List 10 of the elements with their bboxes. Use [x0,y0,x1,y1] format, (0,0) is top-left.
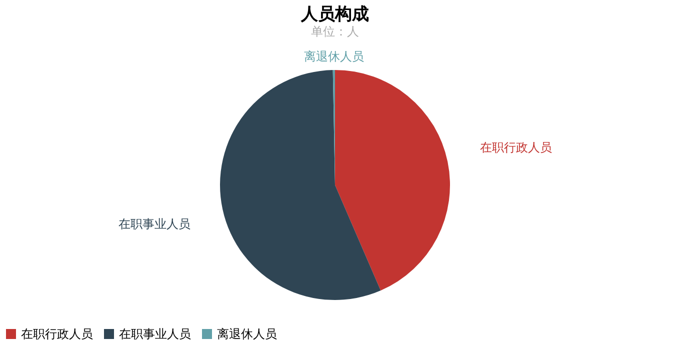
legend-label: 在职事业人员 [119,327,191,341]
chart-subtitle: 单位：人 [311,24,359,38]
legend-label: 离退休人员 [217,327,277,341]
legend-label: 在职行政人员 [21,327,93,341]
slice-label: 在职事业人员 [118,217,191,232]
chart-title: 人员构成 [300,4,369,24]
pie-slice [220,70,381,300]
slice-label: 在职行政人员 [480,140,552,155]
slice-label: 离退休人员 [304,49,364,64]
pie-slice [335,70,450,291]
